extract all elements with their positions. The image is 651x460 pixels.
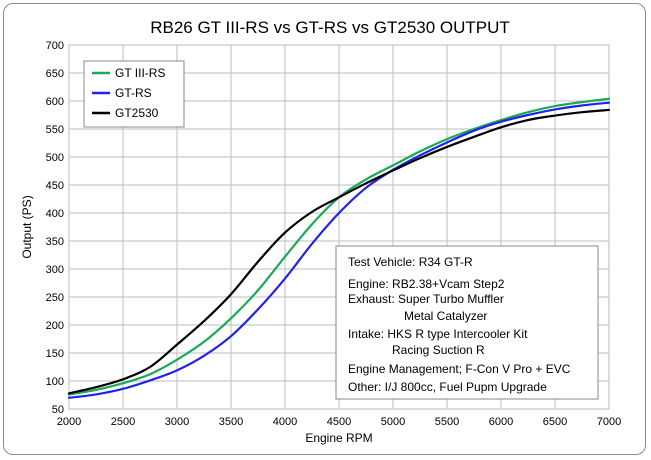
x-tick-label: 2000 — [57, 416, 81, 428]
y-tick-label: 600 — [46, 96, 64, 108]
x-axis-label: Engine RPM — [305, 431, 372, 445]
info-line-catalyzer: Metal Catalyzer — [404, 309, 487, 323]
x-tick-label: 6000 — [489, 416, 513, 428]
y-tick-label: 150 — [46, 348, 64, 360]
info-line-intake: Intake: HKS R type Intercooler Kit — [348, 327, 528, 341]
info-box-frame — [335, 245, 599, 400]
y-tick-label: 50 — [52, 404, 64, 416]
info-line-suction: Racing Suction R — [392, 343, 485, 357]
x-tick-label: 3500 — [219, 416, 243, 428]
y-tick-label: 450 — [46, 180, 64, 192]
info-line-other: Other: I/J 800cc, Fuel Pupm Upgrade — [348, 380, 547, 394]
y-tick-label: 500 — [46, 152, 64, 164]
x-axis-ticks: 2000 2500 3000 3500 4000 4500 5000 5500 6000 6500… — [57, 416, 621, 428]
y-tick-label: 350 — [46, 236, 64, 248]
y-tick-label: 250 — [46, 292, 64, 304]
chart-title: RB26 GT III-RS vs GT-RS vs GT2530 OUTPUT — [150, 18, 510, 37]
y-axis-ticks: 50 100 150 200 250 300 350 400 450 500 550 600 650 70… — [46, 40, 64, 416]
y-tick-label: 300 — [46, 264, 64, 276]
y-tick-label: 400 — [46, 208, 64, 220]
y-tick-label: 100 — [46, 376, 64, 388]
x-tick-label: 7000 — [597, 416, 621, 428]
x-tick-label: 6500 — [543, 416, 567, 428]
info-line-engine-management: Engine Management; F-Con V Pro + EVC — [348, 362, 571, 376]
legend-label-gt2530: GT2530 — [115, 106, 159, 120]
series-lines — [67, 97, 611, 399]
x-tick-label: 4000 — [273, 416, 297, 428]
x-tick-label: 5000 — [381, 416, 405, 428]
y-tick-label: 550 — [46, 124, 64, 136]
x-tick-label: 4500 — [327, 416, 351, 428]
y-axis-label: Output (PS) — [20, 195, 34, 258]
info-box: Test Vehicle: R34 GT-R Engine: RB2.38+Vc… — [335, 245, 599, 400]
legend: GT III-RS GT-RS GT2530 — [83, 60, 185, 128]
y-tick-label: 700 — [46, 40, 64, 52]
series-line-gt-rs — [67, 101, 611, 399]
x-tick-label: 3000 — [165, 416, 189, 428]
legend-label-gt-iii-rs: GT III-RS — [115, 66, 165, 80]
x-tick-label: 2500 — [111, 416, 135, 428]
x-tick-label: 5500 — [435, 416, 459, 428]
legend-label-gt-rs: GT-RS — [115, 86, 152, 100]
info-line-exhaust: Exhaust: Super Turbo Muffler — [348, 292, 504, 306]
y-tick-label: 200 — [46, 320, 64, 332]
series-line-gt2530 — [67, 108, 611, 395]
y-tick-label: 650 — [46, 68, 64, 80]
info-line-engine: Engine: RB2.38+Vcam Step2 — [348, 277, 505, 291]
info-line-test-vehicle: Test Vehicle: R34 GT-R — [348, 255, 473, 269]
